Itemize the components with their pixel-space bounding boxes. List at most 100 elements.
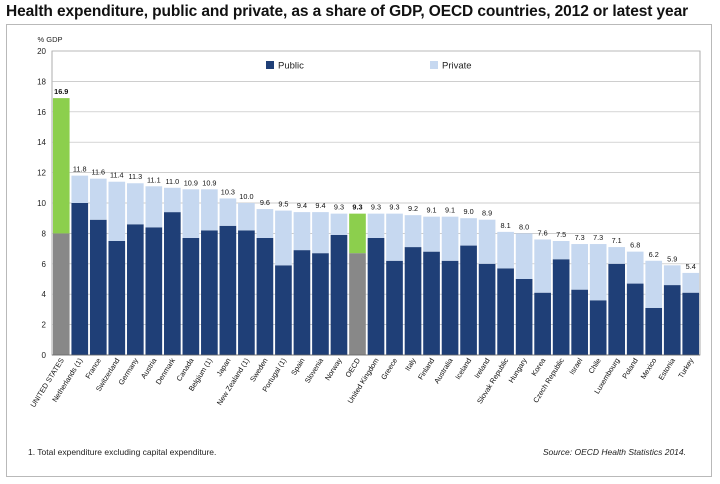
bar-public[interactable] bbox=[293, 250, 311, 355]
bar-public[interactable] bbox=[145, 227, 163, 355]
bar-private[interactable] bbox=[108, 181, 126, 241]
bar-private[interactable] bbox=[441, 216, 459, 261]
bar-public[interactable] bbox=[404, 247, 422, 355]
bar-private[interactable] bbox=[126, 183, 144, 225]
x-tick-label: Italy bbox=[403, 356, 418, 372]
bar-private[interactable] bbox=[52, 98, 70, 234]
bar-public[interactable] bbox=[367, 237, 385, 355]
data-label: 5.4 bbox=[686, 262, 696, 271]
bar-private[interactable] bbox=[145, 186, 163, 228]
bar-public[interactable] bbox=[256, 237, 274, 355]
bar-private[interactable] bbox=[386, 213, 403, 261]
bar-private[interactable] bbox=[404, 215, 422, 248]
bar-public[interactable] bbox=[182, 237, 200, 355]
bar-private[interactable] bbox=[293, 212, 311, 251]
bar-private[interactable] bbox=[71, 175, 89, 203]
bar-public[interactable] bbox=[682, 292, 700, 355]
x-tick-label: Japan bbox=[214, 356, 232, 378]
data-label: 10.9 bbox=[184, 178, 198, 187]
bar-public[interactable] bbox=[89, 219, 107, 355]
bar-private[interactable] bbox=[367, 213, 385, 238]
bar-private[interactable] bbox=[89, 178, 107, 220]
data-label: 9.4 bbox=[315, 201, 325, 210]
x-tick-label: Chile bbox=[586, 356, 602, 375]
bar-private[interactable] bbox=[645, 260, 663, 308]
bar-private[interactable] bbox=[256, 209, 274, 238]
bar-private[interactable] bbox=[608, 247, 626, 264]
footnote: 1. Total expenditure excluding capital e… bbox=[28, 447, 217, 457]
bar-private[interactable] bbox=[534, 239, 551, 293]
bar-public[interactable] bbox=[534, 292, 551, 355]
bar-public[interactable] bbox=[330, 234, 348, 355]
bar-private[interactable] bbox=[682, 272, 700, 293]
bar-private[interactable] bbox=[589, 244, 607, 301]
bar-public[interactable] bbox=[478, 263, 496, 355]
bar-public[interactable] bbox=[219, 225, 237, 355]
bar-private[interactable] bbox=[423, 216, 440, 252]
bar-public[interactable] bbox=[423, 251, 440, 355]
bar-private[interactable] bbox=[497, 231, 514, 269]
bar-public[interactable] bbox=[164, 212, 181, 355]
bar-private[interactable] bbox=[478, 219, 496, 264]
bar-private[interactable] bbox=[201, 189, 218, 231]
bar-private[interactable] bbox=[275, 210, 292, 266]
bar-public[interactable] bbox=[571, 289, 588, 355]
data-label: 7.3 bbox=[593, 233, 603, 242]
bar-private[interactable] bbox=[552, 241, 570, 260]
bar-private[interactable] bbox=[515, 233, 533, 279]
data-label: 7.5 bbox=[556, 230, 566, 239]
bar-private[interactable] bbox=[219, 198, 237, 226]
bar-public[interactable] bbox=[552, 259, 570, 355]
bar-public[interactable] bbox=[386, 260, 403, 355]
bar-public[interactable] bbox=[71, 203, 89, 355]
bar-public[interactable] bbox=[515, 279, 533, 355]
data-label: 11.0 bbox=[166, 177, 180, 186]
bar-private[interactable] bbox=[349, 213, 366, 254]
bar-public[interactable] bbox=[201, 230, 218, 355]
data-label: 7.6 bbox=[538, 228, 548, 237]
bar-public[interactable] bbox=[626, 283, 644, 355]
x-tick-label: Korea bbox=[529, 356, 547, 378]
bar-public[interactable] bbox=[608, 263, 626, 355]
y-tick-label: 0 bbox=[42, 351, 47, 360]
bar-private[interactable] bbox=[238, 203, 255, 231]
bar-public[interactable] bbox=[349, 253, 366, 355]
bar-private[interactable] bbox=[182, 189, 200, 238]
x-tick-label: Turkey bbox=[676, 356, 695, 380]
bar-public[interactable] bbox=[497, 268, 514, 355]
data-label: 9.5 bbox=[278, 200, 288, 209]
bar-public[interactable] bbox=[126, 224, 144, 355]
bar-public[interactable] bbox=[663, 285, 681, 355]
x-tick-label: Australia bbox=[432, 355, 455, 385]
bar-private[interactable] bbox=[164, 187, 181, 213]
bar-public[interactable] bbox=[460, 245, 477, 355]
data-label: 9.6 bbox=[260, 198, 270, 207]
bar-private[interactable] bbox=[663, 265, 681, 286]
bar-public[interactable] bbox=[52, 233, 70, 355]
bar-public[interactable] bbox=[275, 265, 292, 355]
y-tick-label: 20 bbox=[37, 47, 46, 56]
bar-public[interactable] bbox=[312, 253, 329, 355]
data-label: 10.9 bbox=[202, 178, 216, 187]
data-label: 7.3 bbox=[575, 233, 585, 242]
bar-public[interactable] bbox=[108, 241, 126, 355]
bar-private[interactable] bbox=[312, 212, 329, 254]
chart-frame bbox=[6, 24, 712, 477]
bar-private[interactable] bbox=[330, 213, 348, 235]
bar-private[interactable] bbox=[626, 251, 644, 284]
x-tick-label: Poland bbox=[620, 356, 640, 380]
bar-public[interactable] bbox=[645, 307, 663, 355]
x-tick-label: Ireland bbox=[472, 356, 491, 380]
x-tick-label: Slovenia bbox=[303, 356, 326, 385]
bar-public[interactable] bbox=[589, 300, 607, 355]
data-label: 9.4 bbox=[297, 201, 307, 210]
x-tick-label: Israel bbox=[567, 356, 584, 376]
data-label: 11.3 bbox=[128, 172, 142, 181]
bar-public[interactable] bbox=[238, 230, 255, 355]
bar-private[interactable] bbox=[571, 244, 588, 290]
bar-private[interactable] bbox=[460, 218, 477, 246]
legend-label-public: Public bbox=[278, 61, 304, 72]
bar-public[interactable] bbox=[441, 260, 459, 355]
data-label: 8.9 bbox=[482, 209, 492, 218]
